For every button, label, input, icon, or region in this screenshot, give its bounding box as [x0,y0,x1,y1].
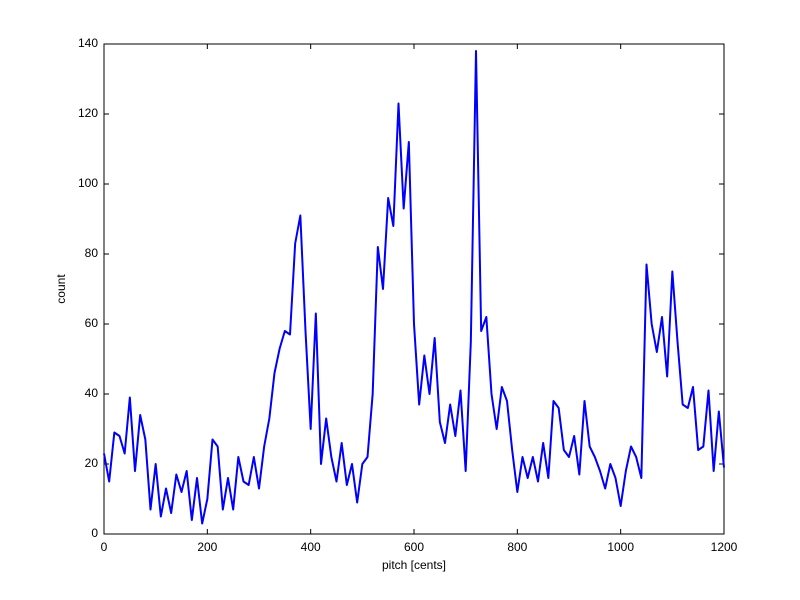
x-tick-label: 0 [101,540,108,554]
y-tick-label: 140 [78,36,98,50]
y-tick-label: 100 [78,176,98,190]
x-tick-label: 800 [507,540,527,554]
x-axis-label: pitch [cents] [382,558,446,572]
y-tick-label: 60 [85,316,99,330]
x-tick-label: 200 [197,540,217,554]
x-tick-label: 400 [301,540,321,554]
x-tick-label: 1000 [607,540,634,554]
x-tick-label: 1200 [711,540,738,554]
y-tick-label: 80 [85,246,99,260]
data-line [103,50,725,525]
y-axis-label: count [54,274,68,304]
x-tick-label: 600 [404,540,424,554]
y-tick-label: 20 [85,456,99,470]
y-tick-label: 120 [78,106,98,120]
y-tick-label: 0 [91,526,98,540]
y-tick-label: 40 [85,386,99,400]
